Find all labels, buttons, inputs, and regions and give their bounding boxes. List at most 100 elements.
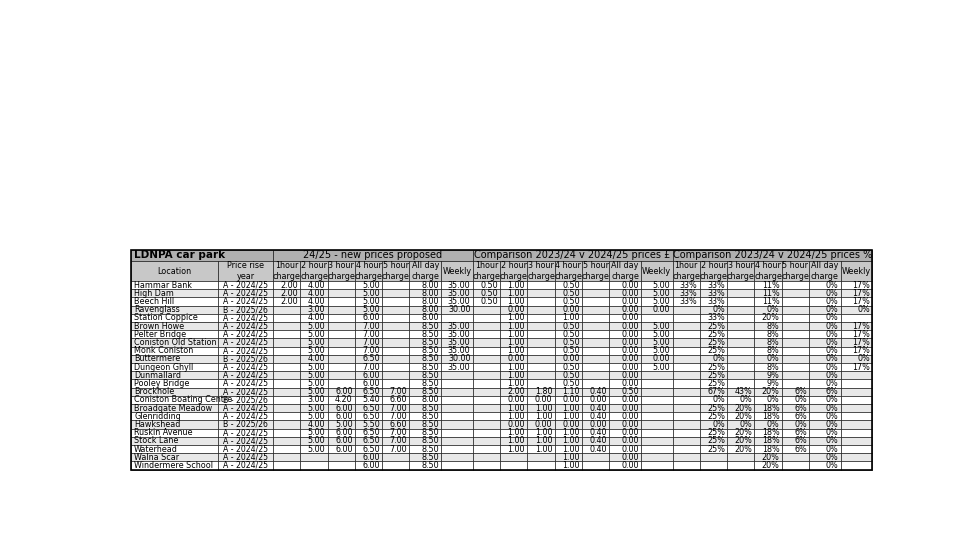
Text: 0%: 0%: [826, 379, 838, 388]
Bar: [727, 388, 754, 396]
Bar: [131, 298, 219, 306]
Bar: [672, 250, 873, 261]
Bar: [410, 453, 441, 461]
Text: 0.00: 0.00: [621, 346, 638, 355]
Bar: [582, 437, 609, 445]
Text: A - 2024/25: A - 2024/25: [224, 379, 268, 388]
Text: 0.00: 0.00: [562, 420, 580, 429]
Bar: [355, 421, 383, 429]
Text: Pelter Bridge: Pelter Bridge: [134, 330, 186, 339]
Bar: [840, 461, 873, 469]
Bar: [500, 421, 527, 429]
Text: 0%: 0%: [712, 355, 725, 363]
Bar: [410, 330, 441, 338]
Bar: [355, 261, 383, 281]
Text: A - 2024/25: A - 2024/25: [224, 322, 268, 330]
Bar: [809, 289, 840, 298]
Bar: [782, 355, 809, 363]
Bar: [131, 363, 219, 371]
Bar: [441, 298, 472, 306]
Bar: [809, 281, 840, 289]
Bar: [219, 363, 273, 371]
Text: 1.00: 1.00: [508, 289, 525, 298]
Text: 0.50: 0.50: [562, 371, 580, 380]
Text: 25%: 25%: [707, 445, 725, 453]
Bar: [301, 346, 328, 355]
Bar: [700, 396, 727, 404]
Text: 0%: 0%: [826, 362, 838, 372]
Bar: [301, 371, 328, 379]
Bar: [582, 346, 609, 355]
Bar: [809, 346, 840, 355]
Bar: [131, 421, 219, 429]
Bar: [441, 371, 472, 379]
Text: 8.50: 8.50: [422, 453, 439, 462]
Bar: [383, 281, 410, 289]
Text: 35.00: 35.00: [448, 322, 470, 330]
Bar: [273, 396, 301, 404]
Text: 3 hour
charge: 3 hour charge: [527, 261, 555, 281]
Bar: [809, 404, 840, 412]
Text: Brown Howe: Brown Howe: [134, 322, 184, 330]
Bar: [727, 412, 754, 421]
Bar: [273, 437, 301, 445]
Bar: [273, 298, 301, 306]
Text: 67%: 67%: [707, 387, 725, 396]
Bar: [582, 281, 609, 289]
Text: 6%: 6%: [794, 445, 807, 453]
Text: 0.40: 0.40: [590, 412, 607, 421]
Text: Waterhead: Waterhead: [134, 445, 178, 453]
Text: 1.00: 1.00: [562, 436, 580, 445]
Text: 25%: 25%: [707, 362, 725, 372]
Bar: [554, 330, 582, 338]
Text: 8.50: 8.50: [422, 420, 439, 429]
Bar: [410, 314, 441, 322]
Bar: [782, 388, 809, 396]
Bar: [582, 461, 609, 469]
Bar: [809, 355, 840, 363]
Text: 33%: 33%: [708, 281, 725, 289]
Bar: [554, 363, 582, 371]
Bar: [301, 412, 328, 421]
Bar: [754, 338, 782, 346]
Bar: [840, 371, 873, 379]
Bar: [527, 281, 554, 289]
Bar: [727, 429, 754, 437]
Bar: [328, 421, 355, 429]
Bar: [609, 281, 641, 289]
Bar: [609, 445, 641, 453]
Text: 5.00: 5.00: [335, 420, 352, 429]
Bar: [472, 355, 500, 363]
Text: 25%: 25%: [707, 322, 725, 330]
Bar: [700, 404, 727, 412]
Bar: [500, 322, 527, 330]
Bar: [500, 298, 527, 306]
Text: 35.00: 35.00: [448, 289, 470, 298]
Bar: [554, 314, 582, 322]
Bar: [273, 306, 301, 314]
Bar: [641, 437, 672, 445]
Bar: [582, 322, 609, 330]
Text: 5.00: 5.00: [307, 338, 325, 347]
Bar: [727, 363, 754, 371]
Bar: [441, 453, 472, 461]
Text: 6%: 6%: [826, 387, 838, 396]
Text: 0.50: 0.50: [562, 281, 580, 289]
Bar: [441, 289, 472, 298]
Text: 4 hour
charge: 4 hour charge: [754, 261, 782, 281]
Bar: [840, 306, 873, 314]
Bar: [500, 388, 527, 396]
Text: 17%: 17%: [852, 362, 870, 372]
Text: All day
charge: All day charge: [611, 261, 639, 281]
Bar: [383, 355, 410, 363]
Bar: [527, 421, 554, 429]
Bar: [328, 261, 355, 281]
Text: A - 2024/25: A - 2024/25: [224, 453, 268, 462]
Text: 18%: 18%: [761, 445, 780, 453]
Text: 11%: 11%: [761, 297, 780, 306]
Bar: [219, 371, 273, 379]
Bar: [727, 404, 754, 412]
Bar: [700, 412, 727, 421]
Text: 0%: 0%: [826, 371, 838, 380]
Bar: [840, 437, 873, 445]
